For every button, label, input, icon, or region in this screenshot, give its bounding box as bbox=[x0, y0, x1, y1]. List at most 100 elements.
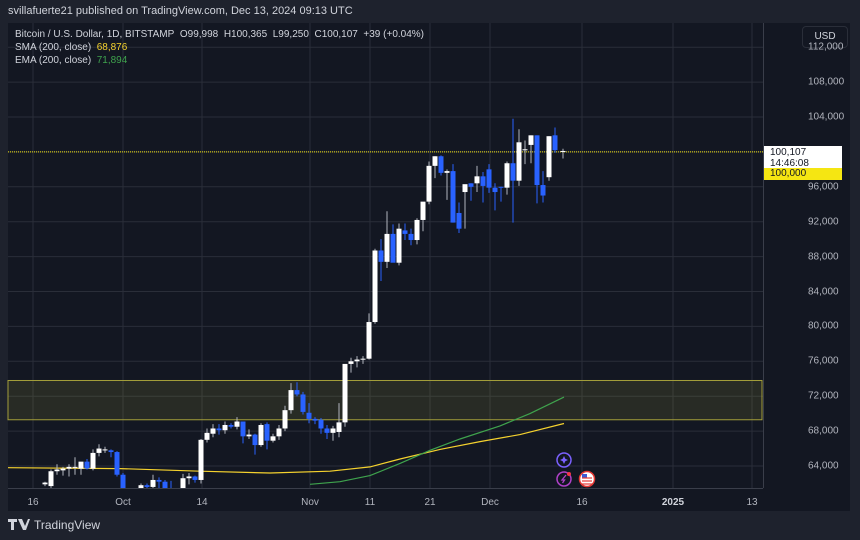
candle-down[interactable] bbox=[486, 169, 492, 188]
candle-down[interactable] bbox=[480, 176, 486, 186]
candle-down[interactable] bbox=[438, 156, 444, 173]
candle-down[interactable] bbox=[510, 163, 516, 181]
time-axis[interactable] bbox=[8, 488, 763, 512]
candle-down[interactable] bbox=[144, 485, 150, 487]
ema-label: EMA (200, close) bbox=[15, 55, 92, 66]
candle-up[interactable] bbox=[522, 149, 528, 151]
candle-up[interactable] bbox=[342, 363, 348, 423]
price-tick-label: 80,000 bbox=[808, 320, 839, 332]
candle-up[interactable] bbox=[348, 361, 354, 364]
candle-up[interactable] bbox=[54, 469, 60, 472]
candle-up[interactable] bbox=[204, 432, 210, 440]
candle-up[interactable] bbox=[384, 233, 390, 262]
chart-panel[interactable] bbox=[8, 23, 850, 511]
candle-up[interactable] bbox=[96, 448, 102, 453]
currency-button[interactable]: USD bbox=[802, 26, 848, 48]
candle-down[interactable] bbox=[552, 135, 558, 151]
candle-down[interactable] bbox=[450, 171, 456, 223]
candle-down[interactable] bbox=[192, 476, 198, 480]
ema-value: 71,894 bbox=[96, 55, 128, 66]
candle-up[interactable] bbox=[276, 428, 282, 437]
time-tick-label: 16 bbox=[27, 497, 39, 508]
candle-down[interactable] bbox=[264, 424, 270, 441]
ema-legend-row[interactable]: EMA (200, close) 71,894 bbox=[15, 54, 424, 67]
candle-up[interactable] bbox=[66, 466, 72, 469]
candle-down[interactable] bbox=[162, 481, 168, 489]
candle-up[interactable] bbox=[360, 358, 366, 360]
candle-down[interactable] bbox=[120, 474, 126, 497]
candle-up[interactable] bbox=[48, 471, 54, 487]
candle-down[interactable] bbox=[84, 461, 90, 469]
candles-group[interactable] bbox=[42, 118, 566, 503]
candle-down[interactable] bbox=[114, 452, 120, 475]
candle-up[interactable] bbox=[372, 250, 378, 323]
candle-up[interactable] bbox=[560, 150, 566, 152]
last-price: 100,107 bbox=[770, 147, 807, 158]
candle-up[interactable] bbox=[330, 428, 336, 433]
candle-up[interactable] bbox=[186, 476, 192, 479]
candle-up[interactable] bbox=[138, 485, 144, 498]
candle-up[interactable] bbox=[462, 184, 468, 193]
candle-up[interactable] bbox=[102, 449, 108, 451]
candle-up[interactable] bbox=[516, 142, 522, 181]
candle-up[interactable] bbox=[222, 424, 228, 431]
candle-up[interactable] bbox=[180, 478, 186, 490]
candle-up[interactable] bbox=[150, 479, 156, 487]
candle-up[interactable] bbox=[366, 322, 372, 359]
candle-up[interactable] bbox=[414, 219, 420, 241]
candle-up[interactable] bbox=[426, 165, 432, 202]
candle-up[interactable] bbox=[282, 410, 288, 429]
candle-down[interactable] bbox=[408, 233, 414, 241]
support-zone-rectangle bbox=[7, 379, 763, 421]
candle-down[interactable] bbox=[378, 250, 384, 262]
symbol-label[interactable]: Bitcoin / U.S. Dollar, 1D, BITSTAMP bbox=[15, 29, 175, 40]
candle-down[interactable] bbox=[108, 450, 114, 453]
candle-down[interactable] bbox=[306, 412, 312, 419]
candle-up[interactable] bbox=[210, 428, 216, 434]
candle-up[interactable] bbox=[474, 176, 480, 184]
candle-down[interactable] bbox=[312, 418, 318, 421]
candle-up[interactable] bbox=[546, 136, 552, 178]
candle-up[interactable] bbox=[78, 461, 84, 469]
candle-up[interactable] bbox=[258, 424, 264, 446]
candle-up[interactable] bbox=[72, 466, 78, 468]
candle-down[interactable] bbox=[156, 479, 162, 482]
candle-up[interactable] bbox=[528, 135, 534, 145]
candle-up[interactable] bbox=[270, 436, 276, 441]
candle-down[interactable] bbox=[492, 187, 498, 193]
candle-up[interactable] bbox=[354, 359, 360, 362]
candle-down[interactable] bbox=[228, 424, 234, 427]
candle-down[interactable] bbox=[318, 419, 324, 429]
candle-down[interactable] bbox=[240, 421, 246, 437]
candle-up[interactable] bbox=[420, 201, 426, 220]
candle-down[interactable] bbox=[456, 212, 462, 229]
candle-up[interactable] bbox=[396, 228, 402, 263]
candle-up[interactable] bbox=[246, 434, 252, 437]
ohlc-row: Bitcoin / U.S. Dollar, 1D, BITSTAMP O99,… bbox=[15, 28, 424, 41]
candle-down[interactable] bbox=[252, 434, 258, 446]
candle-down[interactable] bbox=[294, 390, 300, 395]
candle-down[interactable] bbox=[324, 428, 330, 433]
candle-up[interactable] bbox=[60, 468, 66, 471]
candle-down[interactable] bbox=[540, 185, 546, 196]
candle-up[interactable] bbox=[336, 422, 342, 432]
candle-down[interactable] bbox=[534, 135, 540, 186]
candle-down[interactable] bbox=[216, 428, 222, 431]
candle-up[interactable] bbox=[198, 439, 204, 480]
price-axis[interactable] bbox=[763, 23, 851, 488]
sma-legend-row[interactable]: SMA (200, close) 68,876 bbox=[15, 41, 424, 54]
candle-up[interactable] bbox=[504, 163, 510, 188]
candle-down[interactable] bbox=[390, 233, 396, 263]
time-tick-label: 2025 bbox=[661, 497, 685, 508]
candle-up[interactable] bbox=[42, 482, 48, 485]
candle-down[interactable] bbox=[498, 186, 504, 188]
candle-up[interactable] bbox=[90, 452, 96, 469]
candle-down[interactable] bbox=[300, 394, 306, 412]
candle-down[interactable] bbox=[402, 230, 408, 234]
candle-up[interactable] bbox=[288, 390, 294, 411]
candle-up[interactable] bbox=[444, 171, 450, 173]
candle-up[interactable] bbox=[432, 156, 438, 166]
candle-up[interactable] bbox=[234, 421, 240, 427]
candle-down[interactable] bbox=[468, 183, 474, 187]
